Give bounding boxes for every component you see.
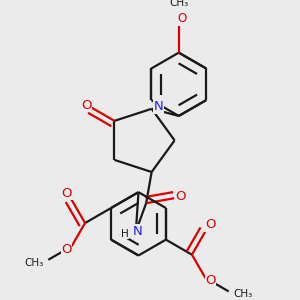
Text: N: N [132, 225, 142, 238]
Text: O: O [205, 218, 215, 231]
Text: N: N [154, 100, 164, 113]
Text: O: O [205, 274, 216, 287]
Text: O: O [61, 187, 72, 200]
Text: O: O [175, 190, 186, 203]
Text: CH₃: CH₃ [234, 289, 253, 299]
Text: O: O [81, 99, 91, 112]
Text: O: O [177, 12, 186, 25]
Text: CH₃: CH₃ [24, 258, 43, 268]
Text: O: O [61, 243, 72, 256]
Text: CH₃: CH₃ [169, 0, 188, 8]
Text: H: H [121, 229, 129, 239]
